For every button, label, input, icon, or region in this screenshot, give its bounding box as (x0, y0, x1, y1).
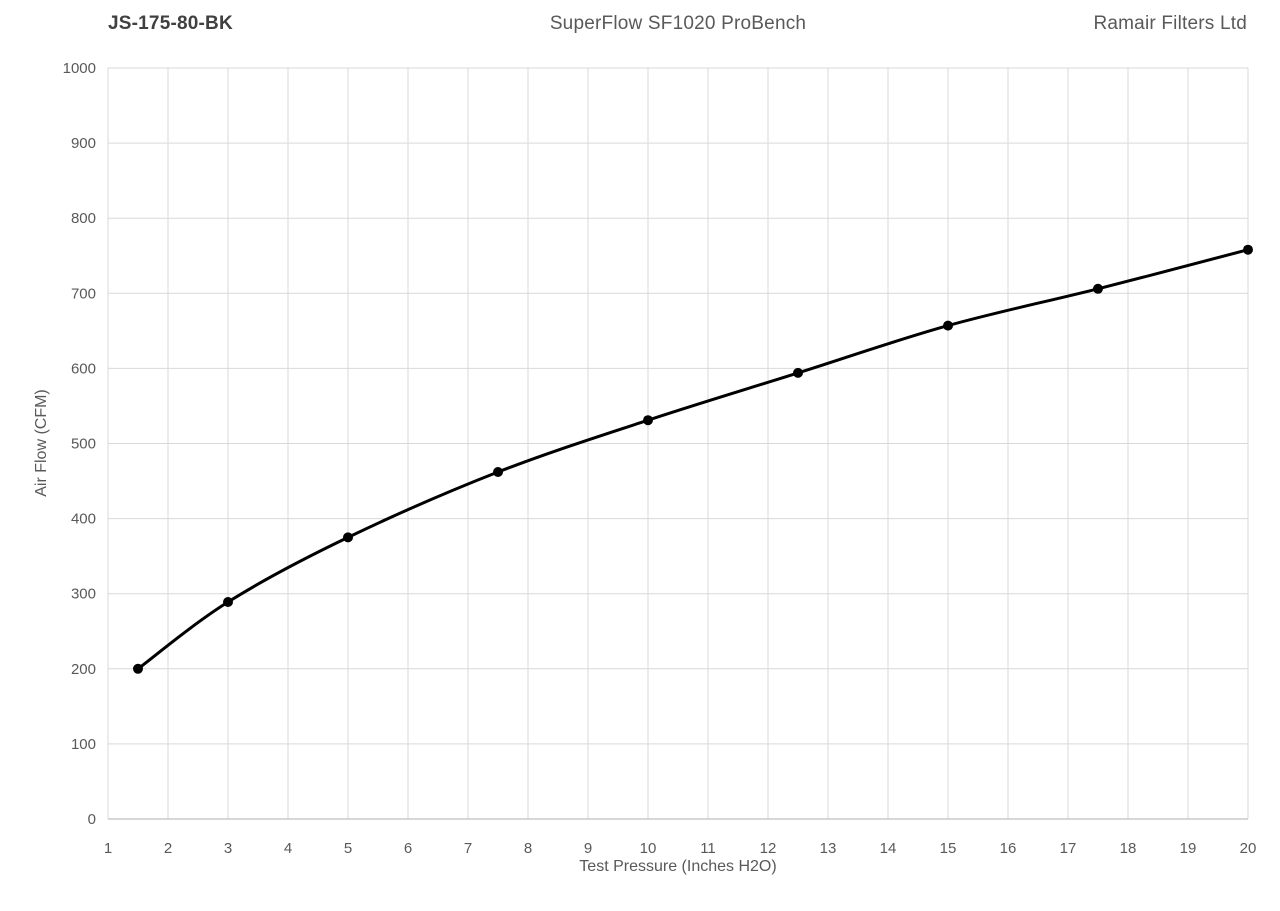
part-number-title: JS-175-80-BK (108, 13, 233, 34)
x-tick-label: 8 (524, 840, 532, 857)
data-point-marker (1243, 244, 1253, 255)
x-tick-label: 3 (224, 840, 232, 857)
x-axis-title: Test Pressure (Inches H2O) (579, 858, 777, 875)
x-tick-label: 18 (1120, 840, 1137, 857)
data-point-marker (133, 663, 143, 674)
x-tick-label: 13 (820, 840, 837, 857)
y-tick-label: 700 (71, 285, 96, 302)
data-point-marker (793, 367, 803, 378)
data-point-marker (643, 415, 653, 426)
y-tick-label: 200 (71, 661, 96, 678)
y-tick-label: 600 (71, 360, 96, 377)
y-axis-title: Air Flow (CFM) (33, 389, 50, 497)
data-point-marker (943, 320, 953, 331)
y-tick-label: 1000 (63, 60, 96, 77)
x-tick-label: 2 (164, 840, 172, 857)
data-point-marker (1093, 283, 1103, 294)
x-tick-label: 9 (584, 840, 592, 857)
x-tick-label: 19 (1180, 840, 1197, 857)
x-tick-label: 6 (404, 840, 412, 857)
x-tick-label: 1 (104, 840, 112, 857)
y-tick-label: 300 (71, 586, 96, 603)
flow-curve (136, 248, 1250, 671)
y-tick-label: 100 (71, 736, 96, 753)
x-tick-label: 15 (940, 840, 957, 857)
flow-bench-title: SuperFlow SF1020 ProBench (549, 13, 807, 34)
company-name: Ramair Filters Ltd (1093, 13, 1247, 34)
data-point-marker (493, 467, 503, 477)
y-tick-label: 500 (71, 436, 96, 453)
x-tick-label: 11 (700, 840, 716, 857)
y-tick-label: 0 (88, 811, 96, 828)
y-tick-label: 400 (71, 511, 96, 528)
data-point-marker (343, 532, 353, 543)
x-tick-label: 20 (1240, 840, 1257, 857)
y-tick-label: 900 (71, 135, 96, 152)
x-tick-label: 12 (760, 840, 777, 857)
data-point-marker (223, 597, 233, 607)
y-tick-label: 800 (71, 210, 96, 227)
x-tick-label: 10 (640, 840, 657, 857)
x-tick-label: 7 (464, 840, 472, 857)
x-tick-label: 5 (344, 840, 352, 857)
x-tick-label: 16 (1000, 840, 1017, 857)
x-tick-label: 14 (880, 840, 897, 857)
x-tick-label: 4 (284, 840, 292, 857)
x-tick-label: 17 (1060, 840, 1077, 857)
